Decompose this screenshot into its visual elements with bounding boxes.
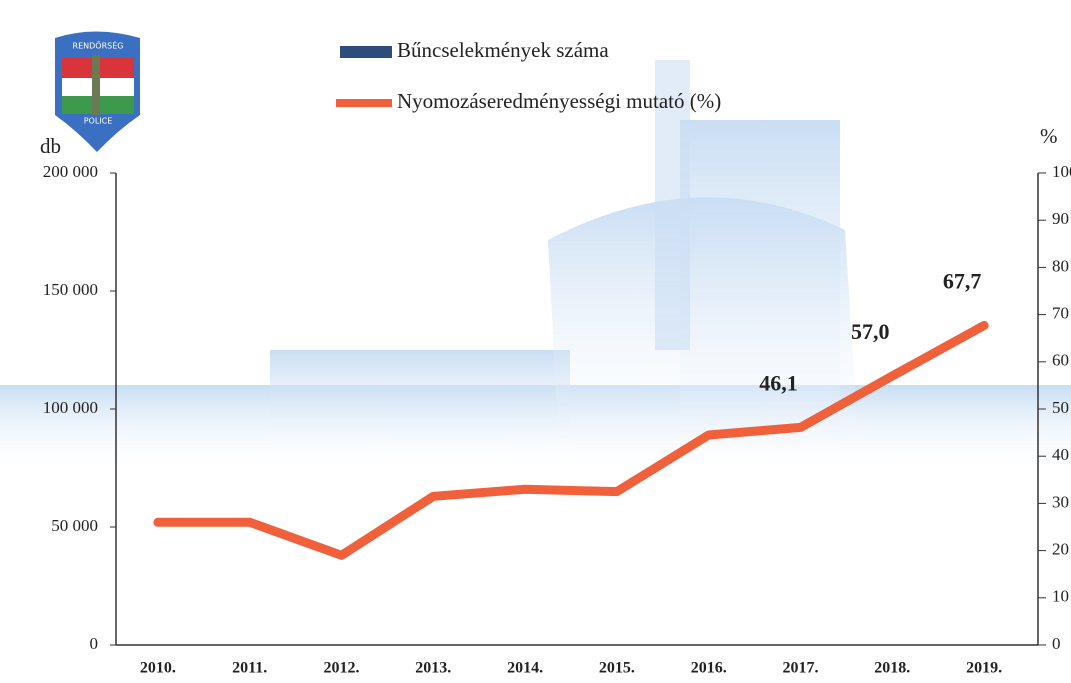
y2-tick-label: 20 xyxy=(1052,540,1069,559)
x-tick-label: 2018. xyxy=(874,660,910,677)
y2-tick-label: 30 xyxy=(1052,492,1069,511)
legend-label: Bűncselekmények száma xyxy=(397,38,609,62)
x-tick-label: 2015. xyxy=(599,660,635,677)
y2-tick-label: 40 xyxy=(1052,445,1069,464)
y2-tick-label: 50 xyxy=(1052,398,1069,417)
x-tick-label: 2017. xyxy=(783,660,819,677)
y-axis-label: db xyxy=(40,134,61,158)
y-tick-label: 100 000 xyxy=(43,398,98,417)
y2-tick-label: 80 xyxy=(1052,256,1069,275)
y2-tick-label: 90 xyxy=(1052,209,1069,228)
x-tick-label: 2019. xyxy=(966,660,1002,677)
chart: RENDŐRSÉG POLICE db % 0 50 000 100 000 150 … xyxy=(0,0,1071,683)
value-label: 67,7 xyxy=(943,269,982,294)
y2-tick-label: 10 xyxy=(1052,587,1069,606)
y2-axis-label: % xyxy=(1040,124,1058,148)
x-tick-label: 2014. xyxy=(507,660,543,677)
y-tick-label: 150 000 xyxy=(43,280,98,299)
background-building xyxy=(0,60,1071,475)
value-label: 46,1 xyxy=(759,370,798,395)
x-tick-label: 2016. xyxy=(691,660,727,677)
logo: RENDŐRSÉG POLICE xyxy=(55,32,140,153)
y-tick-label: 200 000 xyxy=(43,162,98,181)
y2-tick-label: 70 xyxy=(1052,304,1069,323)
x-tick-label: 2013. xyxy=(415,660,451,677)
y-tick-label: 0 xyxy=(90,634,99,653)
y2-tick-label: 60 xyxy=(1052,351,1069,370)
logo-text: RENDŐRSÉG xyxy=(73,40,124,51)
logo-text: POLICE xyxy=(84,117,113,126)
x-tick-label: 2010. xyxy=(140,660,176,677)
y2-tick-label: 100 xyxy=(1052,162,1071,181)
legend-label: Nyomozáseredményességi mutató (%) xyxy=(397,89,721,113)
x-tick-label: 2011. xyxy=(232,660,267,677)
y-tick-label: 50 000 xyxy=(51,516,98,535)
x-tick-label: 2012. xyxy=(324,660,360,677)
value-label: 57,0 xyxy=(851,319,890,344)
legend-swatch xyxy=(340,46,392,58)
y2-tick-label: 0 xyxy=(1052,634,1061,653)
